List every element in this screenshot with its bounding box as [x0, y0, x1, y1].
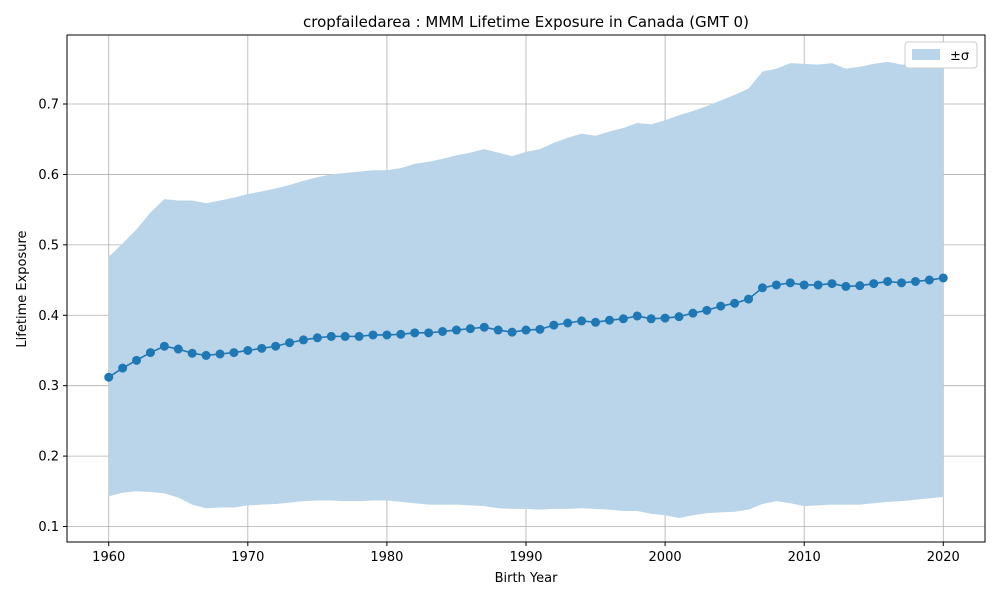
data-point [702, 305, 712, 315]
legend: ±σ [904, 41, 978, 69]
data-point [646, 314, 656, 324]
data-point [827, 279, 837, 289]
data-point [326, 331, 336, 341]
data-point [604, 315, 614, 325]
y-tick-label: 0.4 [38, 309, 59, 324]
data-point [744, 294, 754, 304]
data-point [118, 363, 128, 373]
data-point [632, 311, 642, 321]
data-point [771, 280, 781, 290]
data-point [938, 273, 948, 283]
std-band-layer [108, 61, 944, 519]
y-tick-label: 0.2 [38, 450, 59, 465]
data-point [438, 326, 448, 336]
data-point [869, 279, 879, 289]
data-point [410, 328, 420, 338]
legend-label-std-band: ±σ [950, 49, 969, 64]
data-point [521, 325, 531, 335]
std-band [108, 61, 944, 519]
x-tick-label: 1980 [370, 550, 403, 565]
data-point [132, 355, 142, 365]
data-point [674, 312, 684, 322]
data-point [368, 330, 378, 340]
y-axis-title: Lifetime Exposure [15, 230, 30, 347]
series-points-layer [104, 273, 948, 382]
data-point [382, 330, 392, 340]
data-point [591, 317, 601, 327]
chart-title: cropfailedarea : MMM Lifetime Exposure i… [303, 13, 749, 31]
x-tick-label: 1990 [509, 550, 542, 565]
data-point [924, 275, 934, 285]
data-point [229, 348, 239, 358]
data-point [910, 276, 920, 286]
data-point [312, 333, 322, 343]
x-tick-label: 2020 [927, 550, 960, 565]
data-point [215, 349, 225, 359]
data-point [618, 314, 628, 324]
x-tick-label: 2010 [788, 550, 821, 565]
data-point [340, 331, 350, 341]
data-point [243, 345, 253, 355]
data-point [563, 318, 573, 328]
data-point [841, 281, 851, 291]
data-point [785, 278, 795, 288]
data-point [549, 320, 559, 330]
data-point [201, 350, 211, 360]
data-point [730, 298, 740, 308]
data-point [507, 327, 517, 337]
data-point [354, 331, 364, 341]
y-tick-label: 0.7 [38, 98, 59, 113]
data-point [285, 338, 295, 348]
x-tick-label: 1960 [92, 550, 125, 565]
legend-frame [904, 41, 978, 69]
data-point [271, 341, 281, 351]
data-point [104, 372, 114, 382]
data-point [688, 308, 698, 318]
data-point [159, 341, 169, 351]
data-point [257, 343, 267, 353]
x-tick-label: 1970 [231, 550, 264, 565]
x-tick-label: 2000 [649, 550, 682, 565]
y-tick-label: 0.3 [38, 379, 59, 394]
x-axis-title: Birth Year [495, 571, 559, 586]
data-point [173, 344, 183, 354]
data-point [799, 280, 809, 290]
data-point [424, 328, 434, 338]
data-point [298, 335, 308, 345]
y-tick-label: 0.5 [38, 238, 59, 253]
data-point [813, 280, 823, 290]
y-tick-label: 0.6 [38, 168, 59, 183]
data-point [187, 348, 197, 358]
data-point [883, 276, 893, 286]
x-axis: 1960 1970 1980 1990 2000 2010 2020 [92, 542, 960, 565]
y-tick-label: 0.1 [38, 520, 59, 535]
data-point [479, 322, 489, 332]
data-point [716, 301, 726, 311]
y-axis: 0.1 0.2 0.3 0.4 0.5 0.6 0.7 [38, 98, 67, 535]
data-point [897, 278, 907, 288]
data-point [451, 325, 461, 335]
data-point [396, 329, 406, 339]
data-point [535, 324, 545, 334]
data-point [145, 348, 155, 358]
data-point [757, 283, 767, 293]
data-point [855, 281, 865, 291]
data-point [493, 325, 503, 335]
data-point [465, 324, 475, 334]
data-point [577, 316, 587, 326]
legend-swatch-std-band [912, 49, 940, 60]
data-point [660, 313, 670, 323]
